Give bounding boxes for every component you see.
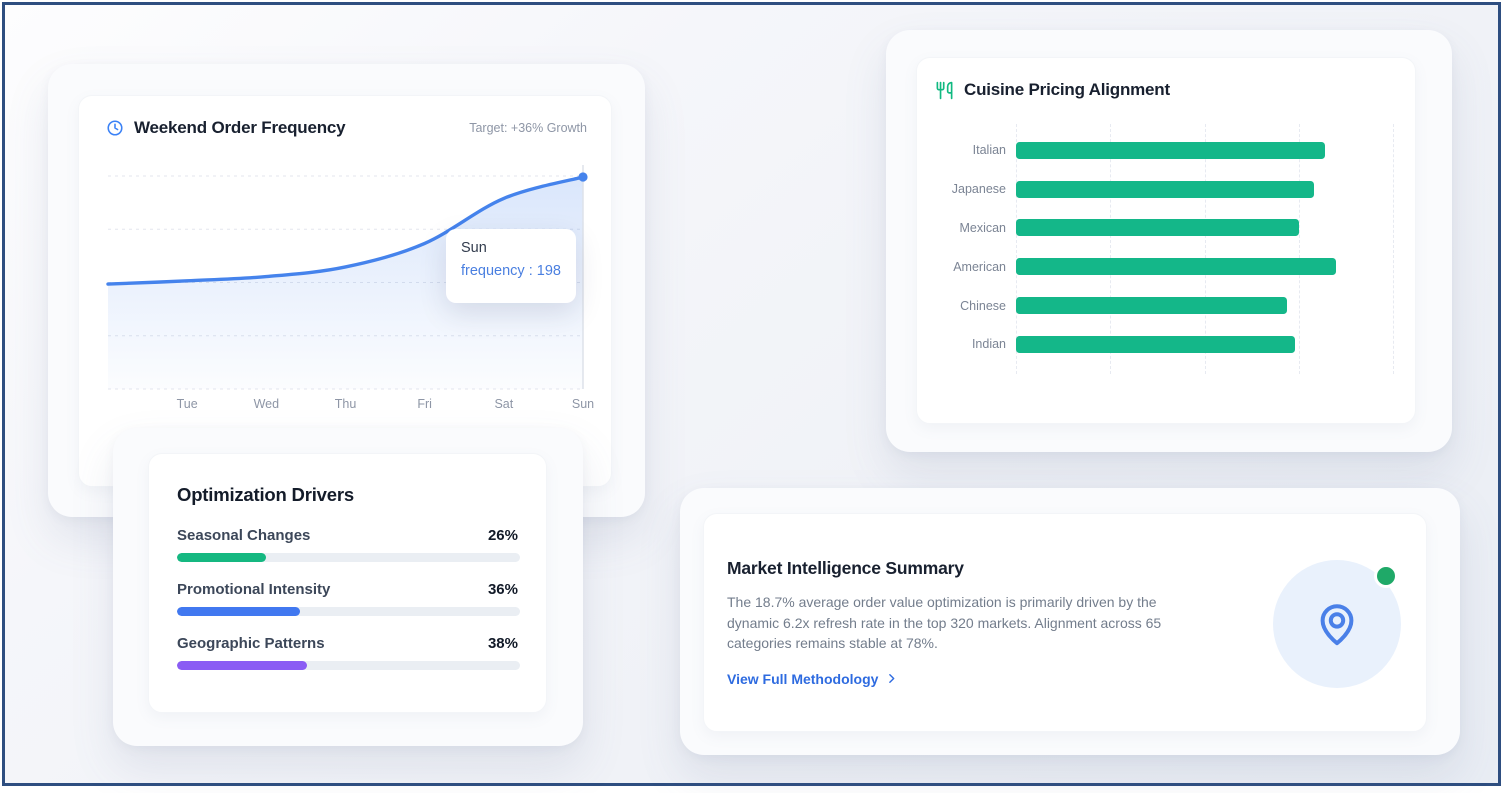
optimization-card-outer: Optimization Drivers Seasonal Changes 26%… [113, 428, 583, 746]
cuisine-bar[interactable] [1016, 219, 1299, 237]
driver-row: Seasonal Changes 26% [177, 527, 520, 562]
progress-fill [177, 553, 267, 562]
card-title: Optimization Drivers [177, 484, 354, 505]
market-summary-text: The 18.7% average order value optimizati… [727, 594, 1162, 651]
progress-fill [177, 661, 308, 670]
clock-icon [106, 119, 124, 137]
cuisine-bar[interactable] [1016, 297, 1288, 315]
driver-label: Seasonal Changes [177, 527, 311, 544]
card-title: Weekend Order Frequency [134, 118, 346, 137]
cuisine-card-header: Cuisine Pricing Alignment [935, 80, 1391, 100]
cuisine-bar[interactable] [1016, 180, 1314, 198]
cuisine-row: Indian [917, 325, 1417, 364]
driver-value: 26% [487, 527, 518, 544]
cuisine-bar-rows: Italian Japanese Mexican American Chinese Ind… [917, 131, 1417, 364]
cuisine-label: Chinese [960, 298, 1006, 313]
cuisine-row: American [917, 247, 1417, 286]
link-label: View Full Methodology [727, 670, 879, 687]
driver-value: 36% [487, 581, 518, 598]
view-methodology-link[interactable]: View Full Methodology [727, 671, 898, 687]
progress-fill [177, 607, 301, 616]
driver-value: 38% [487, 635, 518, 652]
market-card-outer: Market Intelligence Summary The 18.7% av… [680, 488, 1460, 755]
driver-label: Promotional Intensity [177, 581, 331, 598]
frequency-line[interactable] [106, 175, 585, 286]
driver-label: Geographic Patterns [177, 635, 325, 652]
cuisine-bar[interactable] [1016, 258, 1337, 276]
cuisine-bar-track [1016, 141, 1393, 159]
cuisine-bar[interactable] [1016, 141, 1326, 159]
cuisine-label: Mexican [959, 220, 1006, 235]
cuisine-card-outer: Cuisine Pricing Alignment Italian Japanes… [886, 30, 1452, 452]
progress-track [177, 553, 520, 562]
progress-track [177, 661, 520, 670]
x-axis-label: Sun [571, 397, 595, 411]
cuisine-row: Mexican [917, 209, 1417, 248]
target-growth-label: Target: +36% Growth [469, 121, 587, 135]
x-axis-label: Thu [334, 397, 357, 411]
cuisine-bar-track [1016, 219, 1393, 237]
progress-track [177, 607, 520, 616]
location-pin-icon [1313, 600, 1361, 648]
card-title: Market Intelligence Summary [727, 558, 964, 578]
cuisine-label: Japanese [951, 182, 1006, 197]
cuisine-bar-track [1016, 180, 1393, 198]
cuisine-bar[interactable] [1016, 335, 1295, 353]
tooltip-value: frequency : 198 [461, 263, 561, 279]
cuisine-label: Italian [972, 143, 1006, 158]
tooltip-day: Sun [461, 240, 487, 256]
cuisine-label: American [953, 259, 1006, 274]
cuisine-bar-track [1016, 335, 1393, 353]
driver-rows: Seasonal Changes 26% Promotional Intensity… [177, 527, 520, 670]
x-axis-labels: Tue Wed Thu Fri Sat Sun [108, 397, 595, 413]
optimization-card: Optimization Drivers Seasonal Changes 26%… [148, 453, 547, 713]
driver-row: Geographic Patterns 38% [177, 635, 520, 670]
card-title: Cuisine Pricing Alignment [964, 80, 1170, 99]
status-dot [1374, 564, 1398, 588]
cuisine-bar-track [1016, 258, 1393, 276]
x-axis-label: Sat [494, 397, 514, 411]
market-card: Market Intelligence Summary The 18.7% av… [703, 513, 1427, 732]
weekend-card-header: Weekend Order Frequency Target: +36% Gro… [106, 118, 587, 138]
chart-tooltip: Sun frequency : 198 [446, 229, 576, 303]
x-axis-label: Tue [176, 397, 198, 411]
driver-row: Promotional Intensity 36% [177, 581, 520, 616]
highlighted-point[interactable] [578, 172, 588, 182]
cuisine-row: Japanese [917, 170, 1417, 209]
chevron-right-icon [885, 672, 898, 685]
cuisine-row: Chinese [917, 286, 1417, 325]
x-axis-label: Fri [417, 397, 432, 411]
x-axis-label: Wed [253, 397, 280, 411]
cuisine-label: Indian [971, 337, 1006, 352]
cuisine-row: Italian [917, 131, 1417, 170]
utensils-icon [935, 81, 954, 100]
cuisine-bar-track [1016, 297, 1393, 315]
cuisine-card: Cuisine Pricing Alignment Italian Japanes… [916, 57, 1416, 424]
